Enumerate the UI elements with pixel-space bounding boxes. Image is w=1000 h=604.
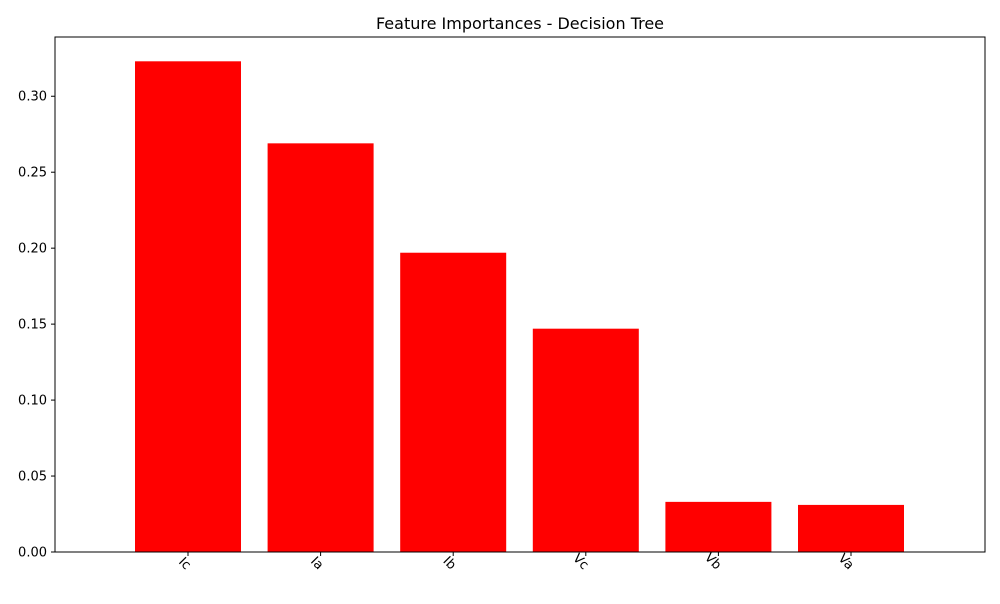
- y-tick-label: 0.25: [18, 166, 47, 181]
- bars-layer: [135, 61, 904, 553]
- x-tick-label-vb: Vb: [701, 550, 724, 573]
- y-tick-label: 0.00: [18, 546, 47, 561]
- y-tick-label: 0.30: [18, 90, 47, 105]
- x-tick-label-vc: Vc: [569, 551, 591, 573]
- chart-title: Feature Importances - Decision Tree: [376, 14, 664, 33]
- y-axis: 0.00 0.05 0.10 0.15 0.20 0.25 0.30: [18, 90, 55, 561]
- bar-ib: [400, 252, 507, 552]
- plot-frame: [54, 36, 986, 553]
- x-tick-label-ic: Ic: [175, 555, 193, 573]
- x-tick-label-va: Va: [835, 551, 857, 573]
- bar-va: [798, 504, 904, 552]
- bar-vb: [665, 501, 772, 552]
- x-tick-label-ib: Ib: [440, 554, 459, 573]
- x-tick-label-ia: Ia: [307, 554, 326, 573]
- y-tick-label: 0.15: [18, 318, 47, 333]
- y-tick-label: 0.05: [18, 470, 47, 485]
- bar-ia: [267, 143, 374, 553]
- y-tick-label: 0.20: [18, 242, 47, 257]
- bar-ic: [135, 61, 241, 552]
- x-axis: Ic Ia Ib Vc Vb Va: [175, 550, 856, 573]
- bar-vc: [532, 328, 639, 552]
- y-tick-label: 0.10: [18, 394, 47, 409]
